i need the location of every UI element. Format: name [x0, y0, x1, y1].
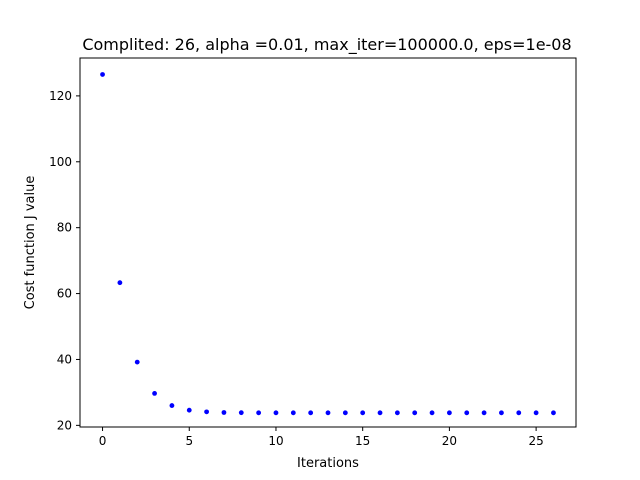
data-point	[394, 410, 400, 416]
x-tick-label: 25	[528, 434, 543, 448]
x-axis-label: Iterations	[297, 456, 359, 471]
data-point	[360, 410, 366, 416]
data-point	[186, 407, 192, 413]
y-tick-label: 80	[57, 221, 72, 235]
data-point	[412, 410, 418, 416]
data-point	[221, 410, 227, 415]
data-point	[325, 410, 331, 416]
x-tick-label: 0	[99, 434, 107, 448]
chart-title: Complited: 26, alpha =0.01, max_iter=100…	[82, 35, 571, 55]
data-point	[377, 410, 383, 416]
y-tick-label: 40	[57, 352, 72, 366]
data-point	[308, 410, 314, 416]
data-point	[273, 410, 279, 416]
data-point	[204, 409, 210, 415]
data-point	[117, 280, 123, 286]
y-tick-label: 100	[49, 155, 72, 169]
data-point	[238, 410, 244, 416]
y-axis-label: Cost function J value	[23, 176, 38, 310]
data-point	[169, 403, 175, 408]
data-point	[100, 72, 105, 77]
data-point	[290, 410, 296, 416]
data-point	[464, 410, 470, 416]
x-axis-ticks: 0 5 10 15 20 25	[99, 427, 544, 448]
data-points	[100, 72, 556, 416]
data-point	[481, 410, 487, 416]
data-point	[516, 410, 522, 416]
x-tick-label: 20	[442, 434, 457, 448]
data-point	[342, 410, 348, 416]
y-tick-label: 20	[57, 418, 72, 432]
plot-area: 0 5 10 15 20 25 20 40 60 80 100 120	[49, 57, 577, 448]
x-tick-label: 10	[268, 434, 283, 448]
data-point	[551, 410, 556, 416]
y-tick-label: 60	[57, 287, 72, 301]
data-point	[256, 410, 262, 416]
x-tick-label: 5	[185, 434, 193, 448]
y-axis-ticks: 20 40 60 80 100 120	[49, 89, 80, 432]
data-point	[533, 410, 539, 416]
data-point	[446, 410, 452, 416]
y-tick-label: 120	[49, 89, 72, 103]
data-point	[499, 410, 504, 416]
axes-frame	[79, 57, 577, 428]
data-point	[152, 390, 157, 396]
x-tick-label: 15	[355, 434, 370, 448]
data-point	[429, 410, 435, 416]
data-point	[134, 359, 140, 365]
